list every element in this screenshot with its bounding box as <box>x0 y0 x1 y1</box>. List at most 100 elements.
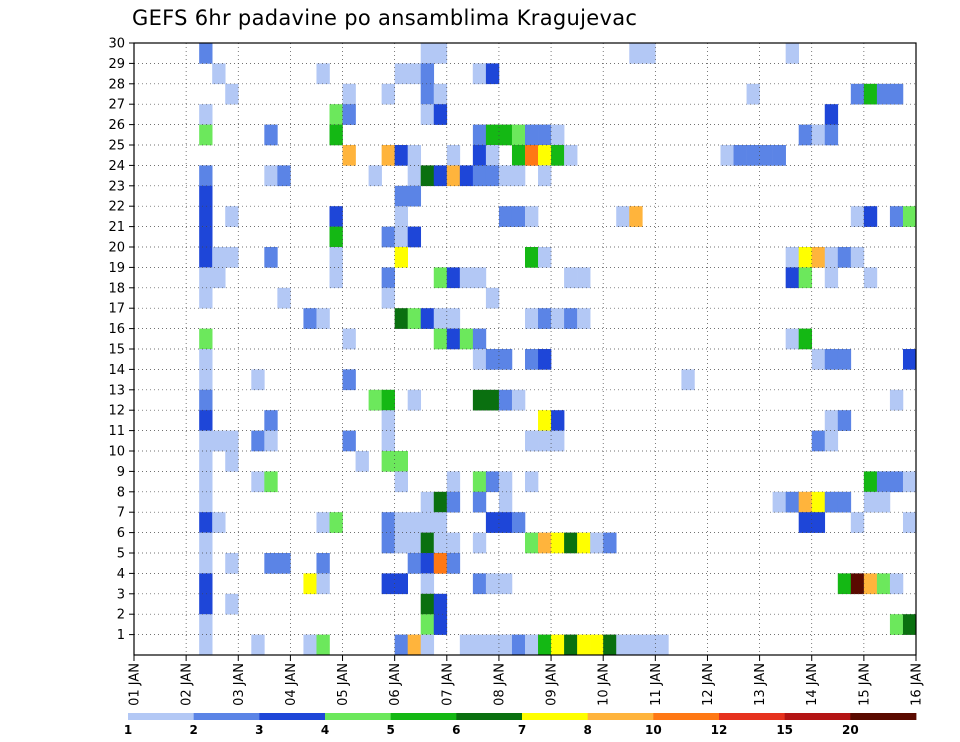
heat-cell <box>199 247 213 268</box>
heat-cell <box>785 491 799 513</box>
heat-cell <box>212 512 226 533</box>
heat-cell <box>407 226 422 248</box>
heat-cell <box>902 349 917 370</box>
y-tick-label: 18 <box>108 281 125 296</box>
heat-cell <box>199 491 213 513</box>
heat-cell <box>538 634 552 656</box>
heat-cell <box>642 43 656 64</box>
heat-cell <box>525 308 539 329</box>
heat-cell <box>551 634 565 656</box>
heat-cell <box>381 389 395 411</box>
heat-cell <box>472 573 487 595</box>
heat-cell <box>681 369 695 391</box>
y-tick-label: 9 <box>117 465 125 480</box>
heat-cell <box>316 63 330 85</box>
heat-cell <box>407 532 422 554</box>
heat-cell <box>798 124 813 146</box>
heat-cell <box>420 63 435 85</box>
y-tick-label: 25 <box>108 139 125 154</box>
heat-cell <box>498 634 513 656</box>
heat-cell <box>199 349 213 370</box>
heat-cell <box>420 593 435 615</box>
heat-cell <box>720 145 734 166</box>
heat-cell <box>511 165 526 187</box>
heat-cell <box>564 532 578 554</box>
heat-cell <box>342 369 356 391</box>
heat-cell <box>472 328 487 350</box>
heat-cell <box>381 532 395 554</box>
heat-cell <box>381 226 395 248</box>
heat-cell <box>433 614 448 635</box>
heat-cell <box>329 247 343 268</box>
heat-cell <box>394 471 408 493</box>
heat-cell <box>551 145 565 166</box>
heat-cell <box>785 43 799 64</box>
heat-cell <box>329 104 343 125</box>
heat-cell <box>264 247 278 268</box>
heat-cell <box>472 634 487 656</box>
heat-cell <box>525 145 539 166</box>
heat-cell <box>277 165 291 187</box>
heat-cell <box>590 634 604 656</box>
heat-cell <box>199 512 213 533</box>
heat-cell <box>538 532 552 554</box>
heat-cell <box>824 491 839 513</box>
colorbar-label: 5 <box>386 723 394 737</box>
heat-cell <box>811 124 826 146</box>
heat-cell <box>551 124 565 146</box>
colorbar-swatch <box>850 713 917 720</box>
heat-cell <box>199 573 213 595</box>
heat-cell <box>863 206 878 227</box>
heat-cell <box>564 634 578 656</box>
heat-cell <box>459 634 474 656</box>
heat-cell <box>538 308 552 329</box>
heat-cell <box>603 532 617 554</box>
x-tick-label: 05 JAN <box>336 663 351 706</box>
heat-cell <box>485 512 500 533</box>
heat-cell <box>785 267 799 289</box>
heat-cell <box>199 369 213 391</box>
heat-cell <box>199 165 213 187</box>
heat-cell <box>199 124 213 146</box>
heat-cell <box>889 83 904 105</box>
heat-cell <box>394 451 408 472</box>
cells-layer <box>199 43 917 656</box>
heat-cell <box>199 451 213 472</box>
colorbar-label: 10 <box>645 723 662 737</box>
heat-cell <box>538 145 552 166</box>
heat-cell <box>525 349 539 370</box>
colorbar-swatch <box>390 713 457 720</box>
heat-cell <box>850 83 865 105</box>
heat-cell <box>472 491 487 513</box>
heat-cell <box>485 349 500 370</box>
heat-cell <box>498 206 513 227</box>
heat-cell <box>199 593 213 615</box>
y-tick-label: 5 <box>117 547 125 562</box>
heat-cell <box>889 573 904 595</box>
y-tick-label: 12 <box>108 404 125 419</box>
heat-cell <box>407 63 422 85</box>
heat-cell <box>420 43 435 64</box>
y-tick-label: 20 <box>108 241 125 256</box>
heat-cell <box>811 491 826 513</box>
colorbar: 1 2 3 4 5 6 7 8 10 12 15 20 <box>124 713 917 737</box>
x-tick-label: 13 JAN <box>753 663 768 706</box>
heat-cell <box>642 634 656 656</box>
heat-cell <box>199 206 213 227</box>
heat-cell <box>199 471 213 493</box>
heat-cell <box>525 532 539 554</box>
heat-cell <box>837 349 852 370</box>
x-tick-label: 08 JAN <box>492 663 507 706</box>
heat-cell <box>433 512 448 533</box>
heat-cell <box>199 532 213 554</box>
heat-cell <box>485 471 500 493</box>
colorbar-swatch <box>325 713 392 720</box>
heat-cell <box>433 491 448 513</box>
y-tick-label: 30 <box>108 37 125 52</box>
heat-cell <box>342 104 356 125</box>
heat-cell <box>316 634 330 656</box>
y-tick-label: 27 <box>108 98 125 113</box>
heat-cell <box>472 145 487 166</box>
heat-cell <box>381 267 395 289</box>
